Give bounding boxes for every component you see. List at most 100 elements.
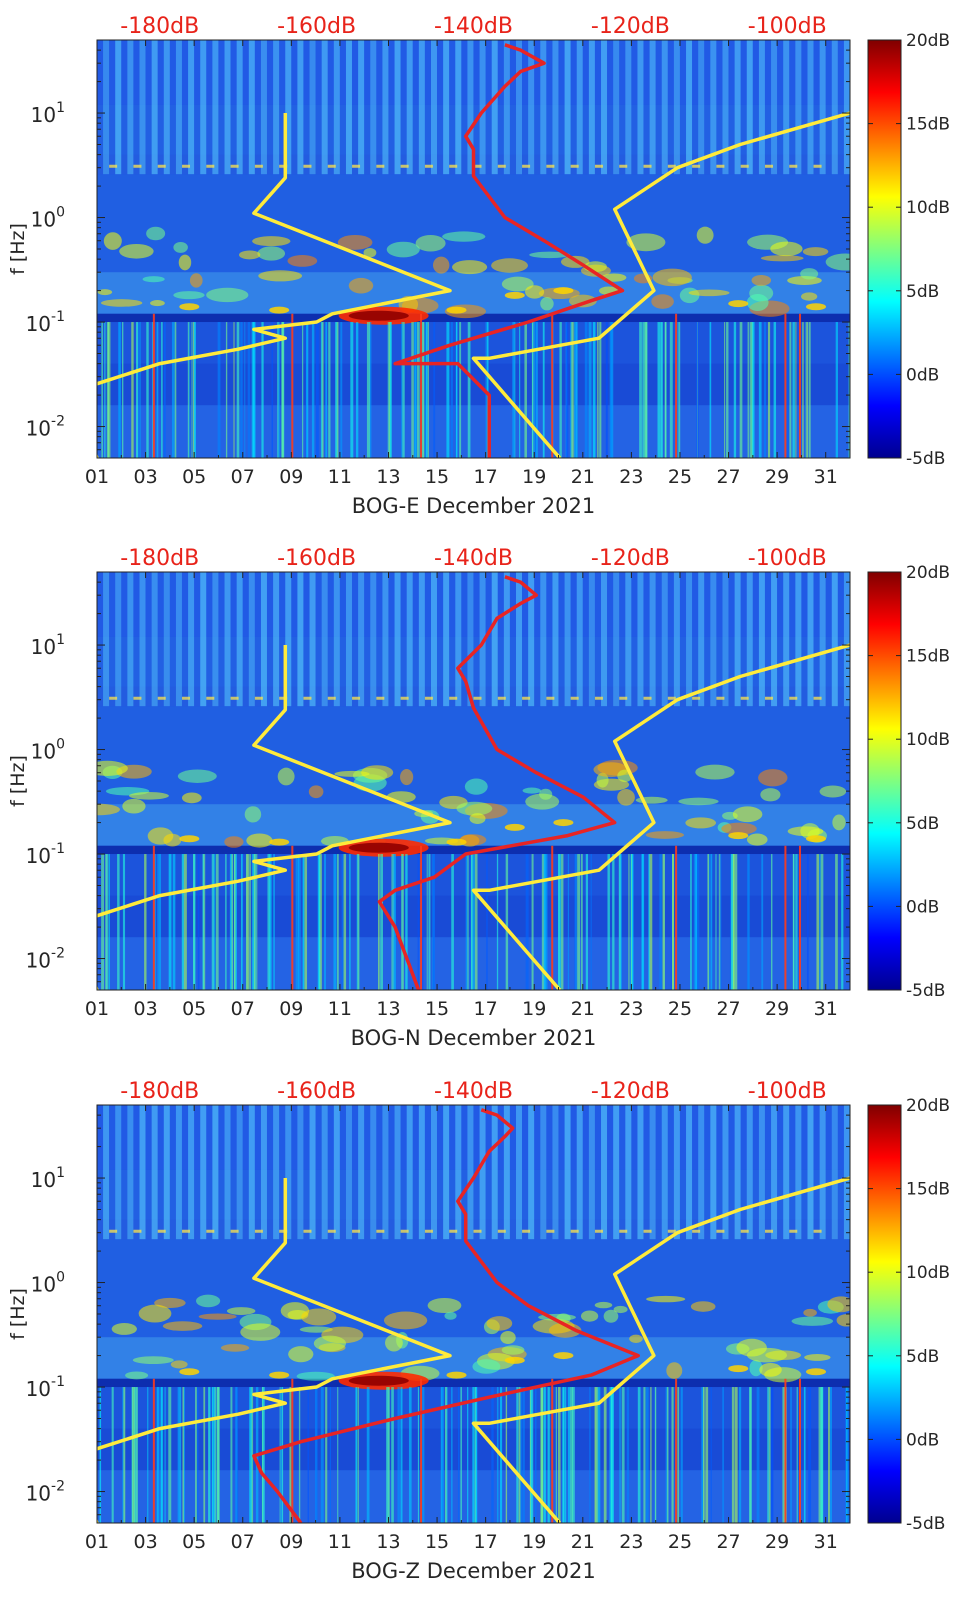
noise-model-curve-high (471, 111, 850, 458)
x-tick-label: 17 (474, 466, 498, 488)
top-db-label: -100dB (748, 1079, 827, 1104)
top-db-label: -120dB (591, 14, 670, 39)
x-tick-label: 19 (522, 466, 546, 488)
x-tick-label: 01 (85, 466, 109, 488)
top-db-label: -140dB (434, 546, 513, 571)
y-tick-label: 100 (31, 205, 65, 232)
x-tick-label: 09 (279, 998, 303, 1020)
y-tick-label: 100 (31, 1270, 65, 1297)
colorbar-tick-label: 5dB (906, 814, 939, 834)
y-tick-label: 10-2 (26, 1479, 65, 1506)
top-db-label: -120dB (591, 1079, 670, 1104)
x-tick-label: 21 (571, 1531, 595, 1553)
x-tick-label: 03 (133, 998, 157, 1020)
spectrogram-image (97, 1105, 850, 1523)
colorbar (867, 571, 902, 991)
psd-curve (252, 1108, 640, 1523)
top-db-label: -100dB (748, 546, 827, 571)
spectrogram-image (97, 40, 850, 458)
colorbar-tick-label: 0dB (906, 365, 939, 385)
x-tick-label: 19 (522, 1531, 546, 1553)
x-tick-label: 15 (425, 466, 449, 488)
x-tick-label: 29 (765, 466, 789, 488)
x-tick-label: 23 (619, 1531, 643, 1553)
colorbar-tick-label: 15dB (906, 647, 950, 667)
x-tick-label: 27 (716, 1531, 740, 1553)
colorbar-tick-label: 15dB (906, 115, 950, 135)
x-tick-label: 25 (668, 998, 692, 1020)
x-tick-label: 09 (279, 466, 303, 488)
y-tick-label: 101 (31, 632, 65, 659)
x-tick-label: 07 (231, 1531, 255, 1553)
colorbar-tick-label: 10dB (906, 730, 950, 750)
y-tick-label: 101 (31, 1165, 65, 1192)
noise-model-curve-low (97, 645, 452, 990)
x-tick-label: 23 (619, 998, 643, 1020)
spectrogram-image (97, 572, 850, 990)
colorbar-tick-label: 10dB (906, 1263, 950, 1283)
spectrogram-panel-bog-n: 01 03 05 07 09 11 13 15 17 19 21 23 25 27 29 31 10-2 10-1… (7, 546, 950, 1050)
top-db-label: -160dB (277, 546, 356, 571)
x-tick-label: 05 (182, 466, 206, 488)
x-tick-label: 17 (474, 998, 498, 1020)
x-tick-label: 15 (425, 1531, 449, 1553)
colorbar-tick-label: -5dB (906, 1514, 945, 1534)
colorbar-tick-label: 20dB (906, 1096, 950, 1116)
x-tick-label: 11 (328, 466, 352, 488)
colorbar-tick-label: 10dB (906, 198, 950, 218)
x-tick-label: 19 (522, 998, 546, 1020)
y-tick-label: 10-2 (26, 414, 65, 441)
x-tick-label: 03 (133, 466, 157, 488)
x-tick-label: 07 (231, 998, 255, 1020)
top-db-label: -180dB (120, 546, 199, 571)
colorbar-tick-label: 5dB (906, 282, 939, 302)
top-db-label: -120dB (591, 546, 670, 571)
colorbar-tick-label: 0dB (906, 1430, 939, 1450)
x-tick-label: 15 (425, 998, 449, 1020)
top-db-label: -140dB (434, 14, 513, 39)
y-axis-label: f [Hz] (7, 755, 29, 807)
colorbar-tick-label: -5dB (906, 981, 945, 1001)
top-db-label: -160dB (277, 1079, 356, 1104)
x-tick-label: 31 (814, 466, 838, 488)
top-db-label: -180dB (120, 14, 199, 39)
y-tick-label: 10-2 (26, 946, 65, 973)
x-tick-label: 27 (716, 998, 740, 1020)
x-tick-label: 21 (571, 998, 595, 1020)
colorbar-tick-label: 5dB (906, 1347, 939, 1367)
colorbar (867, 1104, 902, 1524)
y-tick-label: 10-1 (26, 309, 65, 336)
spectrogram-panel-bog-e: 01 03 05 07 09 11 13 15 17 19 21 23 25 27 29 31 10-2 10-1… (7, 14, 950, 518)
psd-curve (393, 43, 625, 458)
x-tick-label: 09 (279, 1531, 303, 1553)
colorbar-tick-label: 0dB (906, 897, 939, 917)
x-tick-label: 29 (765, 1531, 789, 1553)
x-tick-label: 05 (182, 1531, 206, 1553)
x-tick-label: 25 (668, 466, 692, 488)
x-tick-label: 13 (376, 998, 400, 1020)
x-tick-label: 17 (474, 1531, 498, 1553)
spectrogram-panel-bog-z: 01 03 05 07 09 11 13 15 17 19 21 23 25 27 29 31 10-2 10-1… (7, 1079, 950, 1583)
x-tick-label: 11 (328, 1531, 352, 1553)
x-axis-label: BOG-E December 2021 (352, 494, 595, 518)
x-tick-label: 13 (376, 1531, 400, 1553)
y-tick-label: 101 (31, 100, 65, 127)
top-db-label: -100dB (748, 14, 827, 39)
noise-model-curve-high (471, 1176, 850, 1523)
x-tick-label: 29 (765, 998, 789, 1020)
y-axis-label: f [Hz] (7, 1288, 29, 1340)
colorbar-tick-label: -5dB (906, 449, 945, 469)
x-axis-label: BOG-Z December 2021 (351, 1559, 596, 1583)
y-tick-label: 10-1 (26, 841, 65, 868)
x-tick-label: 27 (716, 466, 740, 488)
x-tick-label: 31 (814, 998, 838, 1020)
top-db-label: -160dB (277, 14, 356, 39)
noise-model-curve-low (97, 113, 452, 458)
noise-model-curve-high (471, 643, 850, 990)
x-tick-label: 21 (571, 466, 595, 488)
noise-model-curve-low (97, 1178, 452, 1523)
x-tick-label: 31 (814, 1531, 838, 1553)
psd-curve (377, 575, 617, 990)
x-tick-label: 01 (85, 998, 109, 1020)
